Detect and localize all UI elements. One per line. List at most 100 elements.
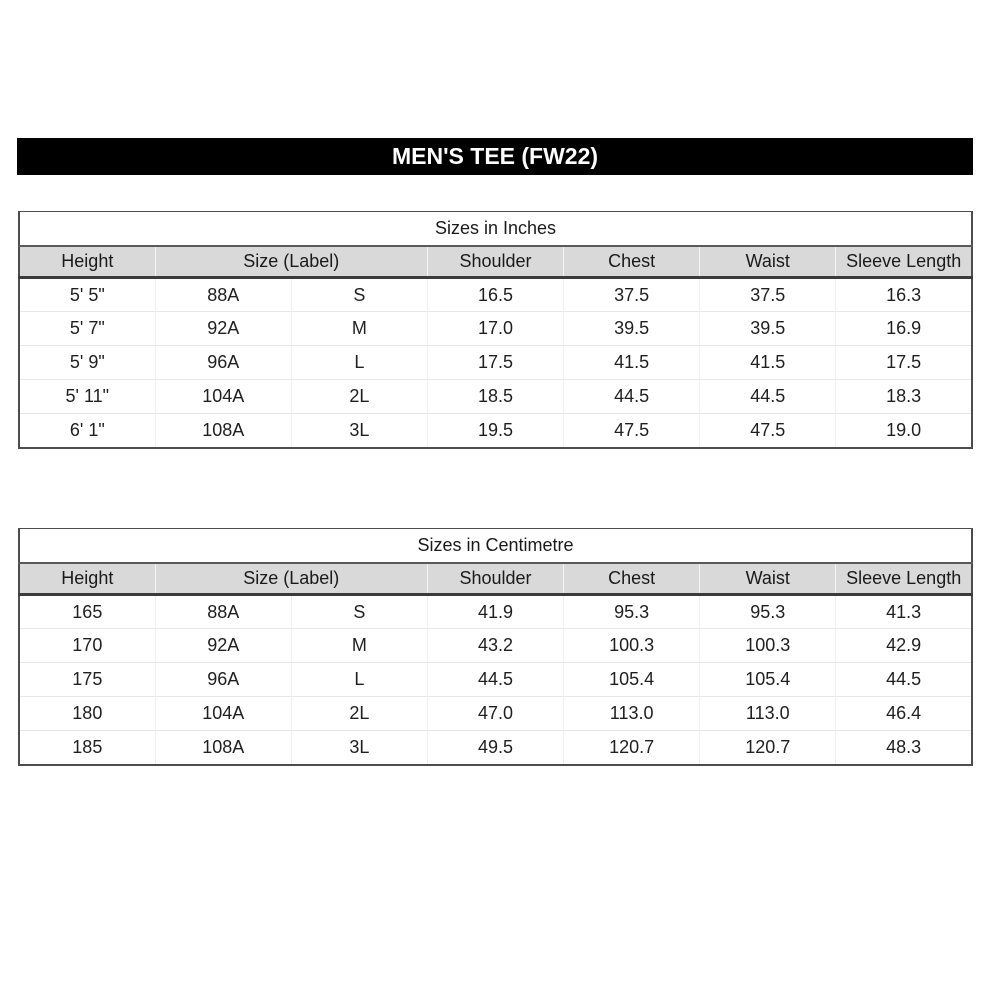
column-header-size-label: Size (Label) — [154, 245, 428, 279]
table-cell: 6' 1" — [19, 413, 156, 448]
table-title: Sizes in Inches — [19, 211, 972, 247]
table-title: Sizes in Centimetre — [19, 528, 972, 564]
table-cell: 47.5 — [699, 413, 836, 448]
table-row: 5' 7" 92A M 17.0 39.5 39.5 16.9 — [19, 311, 972, 346]
table-cell: 46.4 — [835, 696, 972, 731]
table-row: 5' 5" 88A S 16.5 37.5 37.5 16.3 — [19, 277, 972, 312]
table-title-row: Sizes in Centimetre — [19, 528, 972, 564]
table-cell: 5' 11" — [19, 379, 156, 414]
table-cell: 17.5 — [835, 345, 972, 380]
table-cell: 105.4 — [563, 662, 700, 697]
table-row: 185 108A 3L 49.5 120.7 120.7 48.3 — [19, 730, 972, 765]
column-header-height: Height — [19, 245, 156, 279]
table-row: 5' 11" 104A 2L 18.5 44.5 44.5 18.3 — [19, 379, 972, 414]
column-header-chest: Chest — [563, 245, 700, 279]
table-cell: 16.9 — [835, 311, 972, 346]
table-cell: 44.5 — [563, 379, 700, 414]
table-header-row: Height Size (Label) Shoulder Chest Waist… — [19, 245, 972, 279]
table-cell: 5' 9" — [19, 345, 156, 380]
table-cell: 41.3 — [835, 594, 972, 629]
column-header-sleeve-length: Sleeve Length — [835, 562, 972, 596]
column-header-waist: Waist — [699, 562, 836, 596]
column-header-waist: Waist — [699, 245, 836, 279]
table-cell: L — [290, 345, 428, 380]
table-cell: 5' 5" — [69, 284, 105, 305]
table-cell: 5' 7" — [19, 311, 156, 346]
table-cell: 43.2 — [426, 628, 564, 663]
table-cell: 95.3 — [699, 594, 836, 629]
table-cell: 165 — [72, 601, 103, 622]
table-cell: 120.7 — [563, 730, 700, 765]
table-title-row: Sizes in Inches — [19, 211, 972, 247]
table-cell: 95.3 — [563, 594, 700, 629]
table-cell: 88A — [154, 594, 292, 629]
table-cell: 175 — [19, 662, 156, 697]
table-cell: 37.5 — [563, 277, 700, 312]
table-cell: L — [290, 662, 428, 697]
table-cell: 18.5 — [426, 379, 564, 414]
table-cell: 39.5 — [563, 311, 700, 346]
title-banner: MEN'S TEE (FW22) — [17, 138, 973, 175]
table-cell: 48.3 — [835, 730, 972, 765]
table-header-row: Height Size (Label) Shoulder Chest Waist… — [19, 562, 972, 596]
table-cell: 92A — [154, 628, 292, 663]
table-cell: 49.5 — [426, 730, 564, 765]
table-cell: 2L — [290, 696, 428, 731]
table-cell: 39.5 — [699, 311, 836, 346]
table-cell: 3L — [290, 730, 428, 765]
table-cell: 100.3 — [563, 628, 700, 663]
table-cell: M — [290, 311, 428, 346]
table-row: 180 104A 2L 47.0 113.0 113.0 46.4 — [19, 696, 972, 731]
column-header-shoulder: Shoulder — [426, 562, 564, 596]
table-cell: 3L — [290, 413, 428, 448]
table-cell: 47.5 — [563, 413, 700, 448]
table-cell: 42.9 — [835, 628, 972, 663]
table-cell: 185 — [19, 730, 156, 765]
table-cell: 41.5 — [699, 345, 836, 380]
sizes-in-inches-table: Sizes in Inches Height Size (Label) Shou… — [18, 211, 973, 449]
table-cell: 47.0 — [426, 696, 564, 731]
column-header-sleeve-length: Sleeve Length — [835, 245, 972, 279]
table-cell: M — [290, 628, 428, 663]
table-cell: 113.0 — [563, 696, 700, 731]
table-cell: 2L — [290, 379, 428, 414]
table-cell: 92A — [154, 311, 292, 346]
table-cell: S — [290, 594, 428, 629]
table-cell: 104A — [154, 379, 292, 414]
table-cell: 37.5 — [699, 277, 836, 312]
column-header-size-label: Size (Label) — [154, 562, 428, 596]
table-row: 5' 9" 96A L 17.5 41.5 41.5 17.5 — [19, 345, 972, 380]
column-header-shoulder: Shoulder — [426, 245, 564, 279]
table-cell: 108A — [154, 413, 292, 448]
table-row: 170 92A M 43.2 100.3 100.3 42.9 — [19, 628, 972, 663]
table-cell: 41.5 — [563, 345, 700, 380]
table-cell: 44.5 — [699, 379, 836, 414]
table-cell: 113.0 — [699, 696, 836, 731]
table-body: 5' 5" 88A S 16.5 37.5 37.5 16.3 5' 7" 92A M 17.0 39… — [19, 277, 972, 448]
table-cell: 96A — [154, 345, 292, 380]
table-row: 6' 1" 108A 3L 19.5 47.5 47.5 19.0 — [19, 413, 972, 448]
table-cell: 19.5 — [426, 413, 564, 448]
column-header-height: Height — [19, 562, 156, 596]
table-cell: 17.5 — [426, 345, 564, 380]
column-header-chest: Chest — [563, 562, 700, 596]
table-cell: 44.5 — [426, 662, 564, 697]
table-body: 165 88A S 41.9 95.3 95.3 41.3 170 92A M 43.2 100.3 1… — [19, 594, 972, 765]
table-cell: 19.0 — [835, 413, 972, 448]
table-cell: 18.3 — [835, 379, 972, 414]
table-cell: 180 — [19, 696, 156, 731]
table-cell: 41.9 — [426, 594, 564, 629]
table-row: 165 88A S 41.9 95.3 95.3 41.3 — [19, 594, 972, 629]
table-cell: 16.5 — [426, 277, 564, 312]
table-cell: 44.5 — [835, 662, 972, 697]
table-cell: 17.0 — [426, 311, 564, 346]
table-cell: 108A — [154, 730, 292, 765]
table-cell: 88A — [154, 277, 292, 312]
table-row: 175 96A L 44.5 105.4 105.4 44.5 — [19, 662, 972, 697]
table-cell: 105.4 — [699, 662, 836, 697]
sizes-in-centimetre-table: Sizes in Centimetre Height Size (Label) … — [18, 528, 973, 766]
table-cell: 120.7 — [699, 730, 836, 765]
table-cell: 170 — [19, 628, 156, 663]
table-cell: 16.3 — [835, 277, 972, 312]
